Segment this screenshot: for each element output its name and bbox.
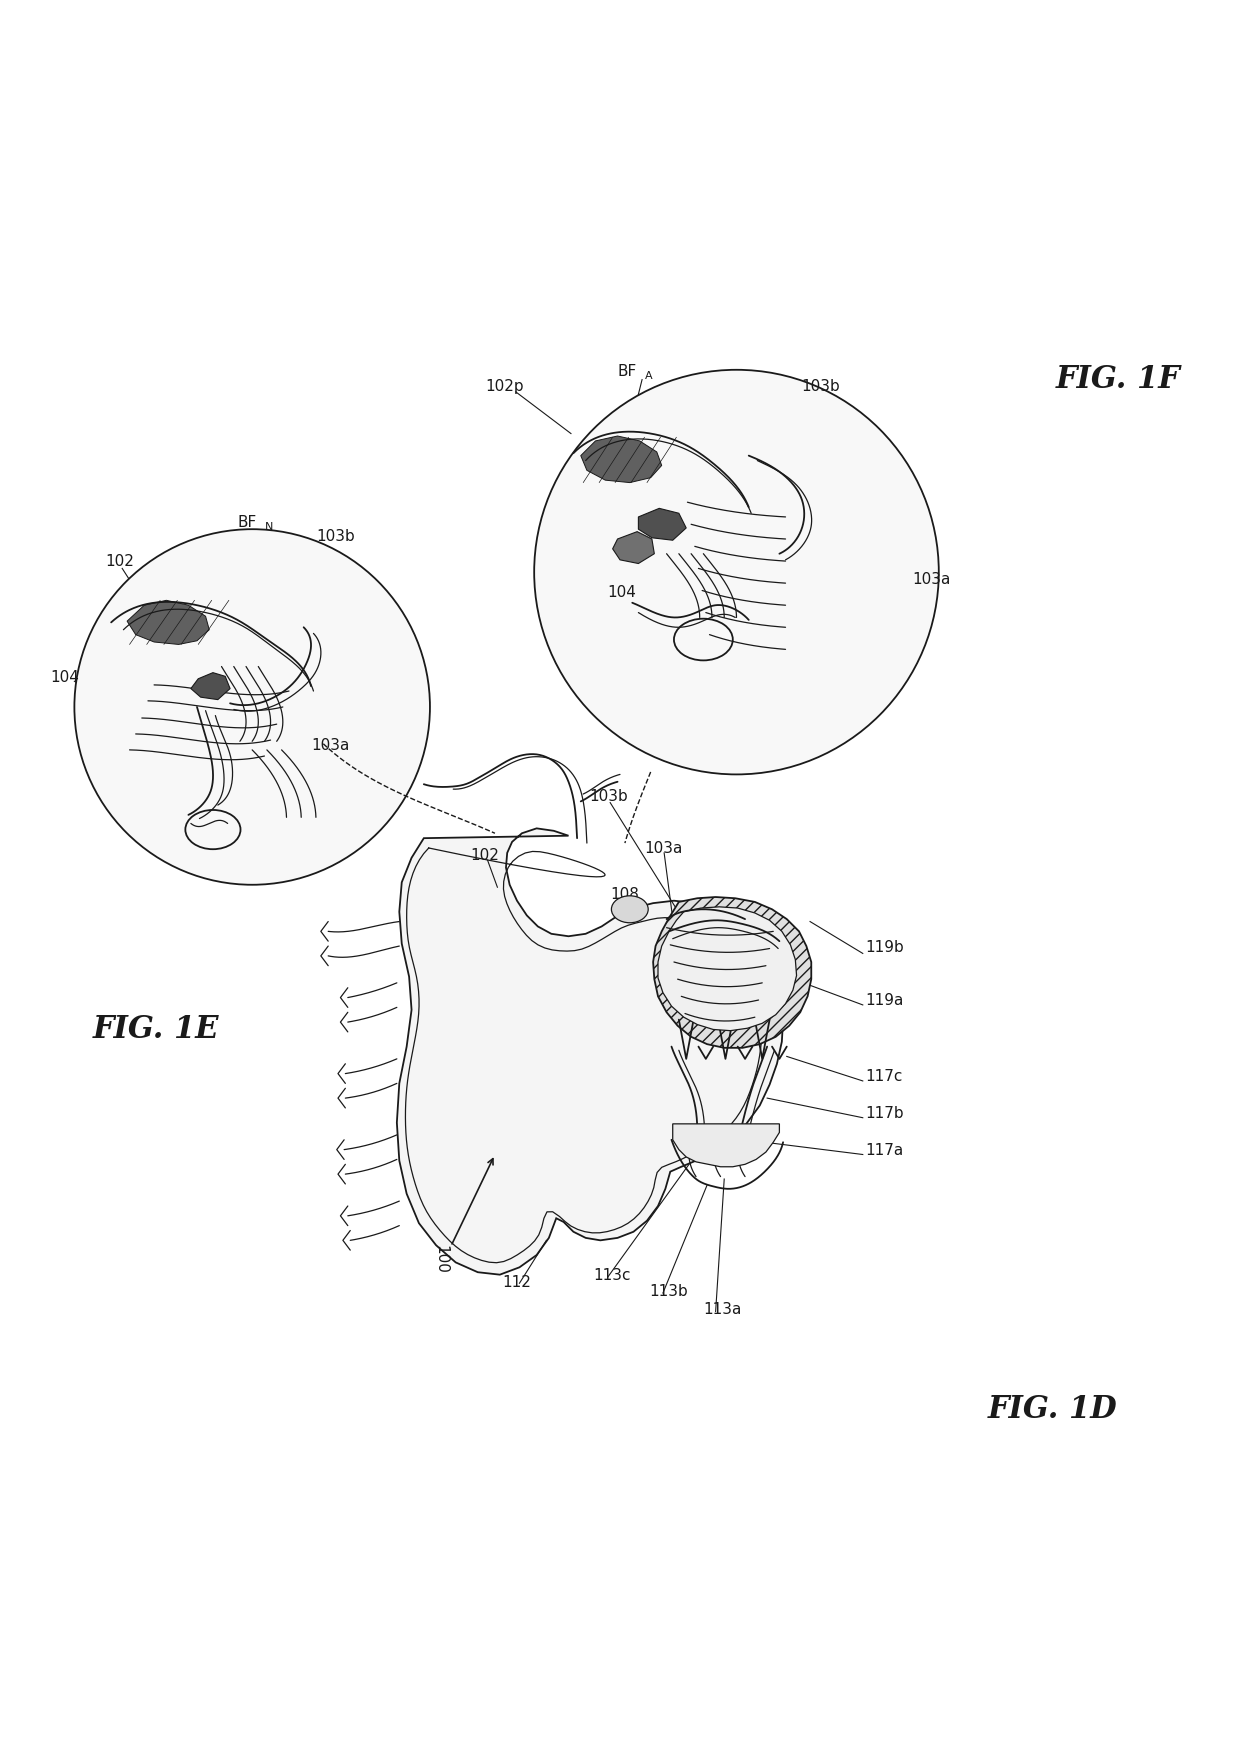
Polygon shape	[191, 672, 231, 700]
Text: 113a: 113a	[703, 1302, 742, 1317]
Text: 113b: 113b	[650, 1284, 688, 1298]
Text: 103b: 103b	[801, 379, 841, 394]
Text: FIG. 1D: FIG. 1D	[988, 1394, 1117, 1426]
Text: 100: 100	[434, 1246, 449, 1274]
Text: 103a: 103a	[311, 738, 350, 752]
Text: 117a: 117a	[866, 1143, 904, 1157]
Text: 104: 104	[608, 585, 636, 600]
Text: 113c: 113c	[593, 1267, 630, 1283]
Polygon shape	[580, 436, 662, 483]
Polygon shape	[613, 532, 655, 564]
Text: 103b: 103b	[589, 789, 629, 804]
Polygon shape	[658, 907, 796, 1031]
Text: 102: 102	[105, 553, 134, 569]
Text: 112: 112	[502, 1276, 531, 1290]
Circle shape	[74, 529, 430, 885]
Text: A: A	[645, 372, 652, 380]
Text: 102: 102	[470, 848, 500, 864]
Text: 117b: 117b	[866, 1106, 904, 1120]
Text: FIG. 1F: FIG. 1F	[1055, 365, 1180, 394]
Polygon shape	[673, 1124, 780, 1167]
Text: BF: BF	[618, 365, 637, 379]
Circle shape	[534, 370, 939, 775]
Polygon shape	[653, 897, 811, 1047]
Text: 119a: 119a	[866, 993, 904, 1009]
Text: BF: BF	[237, 515, 257, 530]
Text: 103a: 103a	[911, 572, 950, 588]
Polygon shape	[128, 600, 210, 644]
Text: N: N	[264, 522, 273, 532]
Polygon shape	[639, 508, 686, 541]
Text: 102p: 102p	[485, 379, 523, 394]
Text: 103b: 103b	[316, 529, 355, 544]
Polygon shape	[397, 829, 784, 1274]
Text: 108: 108	[610, 888, 639, 902]
Text: 117c: 117c	[866, 1070, 903, 1084]
Text: FIG. 1E: FIG. 1E	[93, 1014, 219, 1045]
Text: 104: 104	[50, 670, 78, 686]
Ellipse shape	[611, 895, 649, 923]
Text: 119b: 119b	[866, 941, 904, 955]
Text: 103a: 103a	[645, 841, 683, 855]
